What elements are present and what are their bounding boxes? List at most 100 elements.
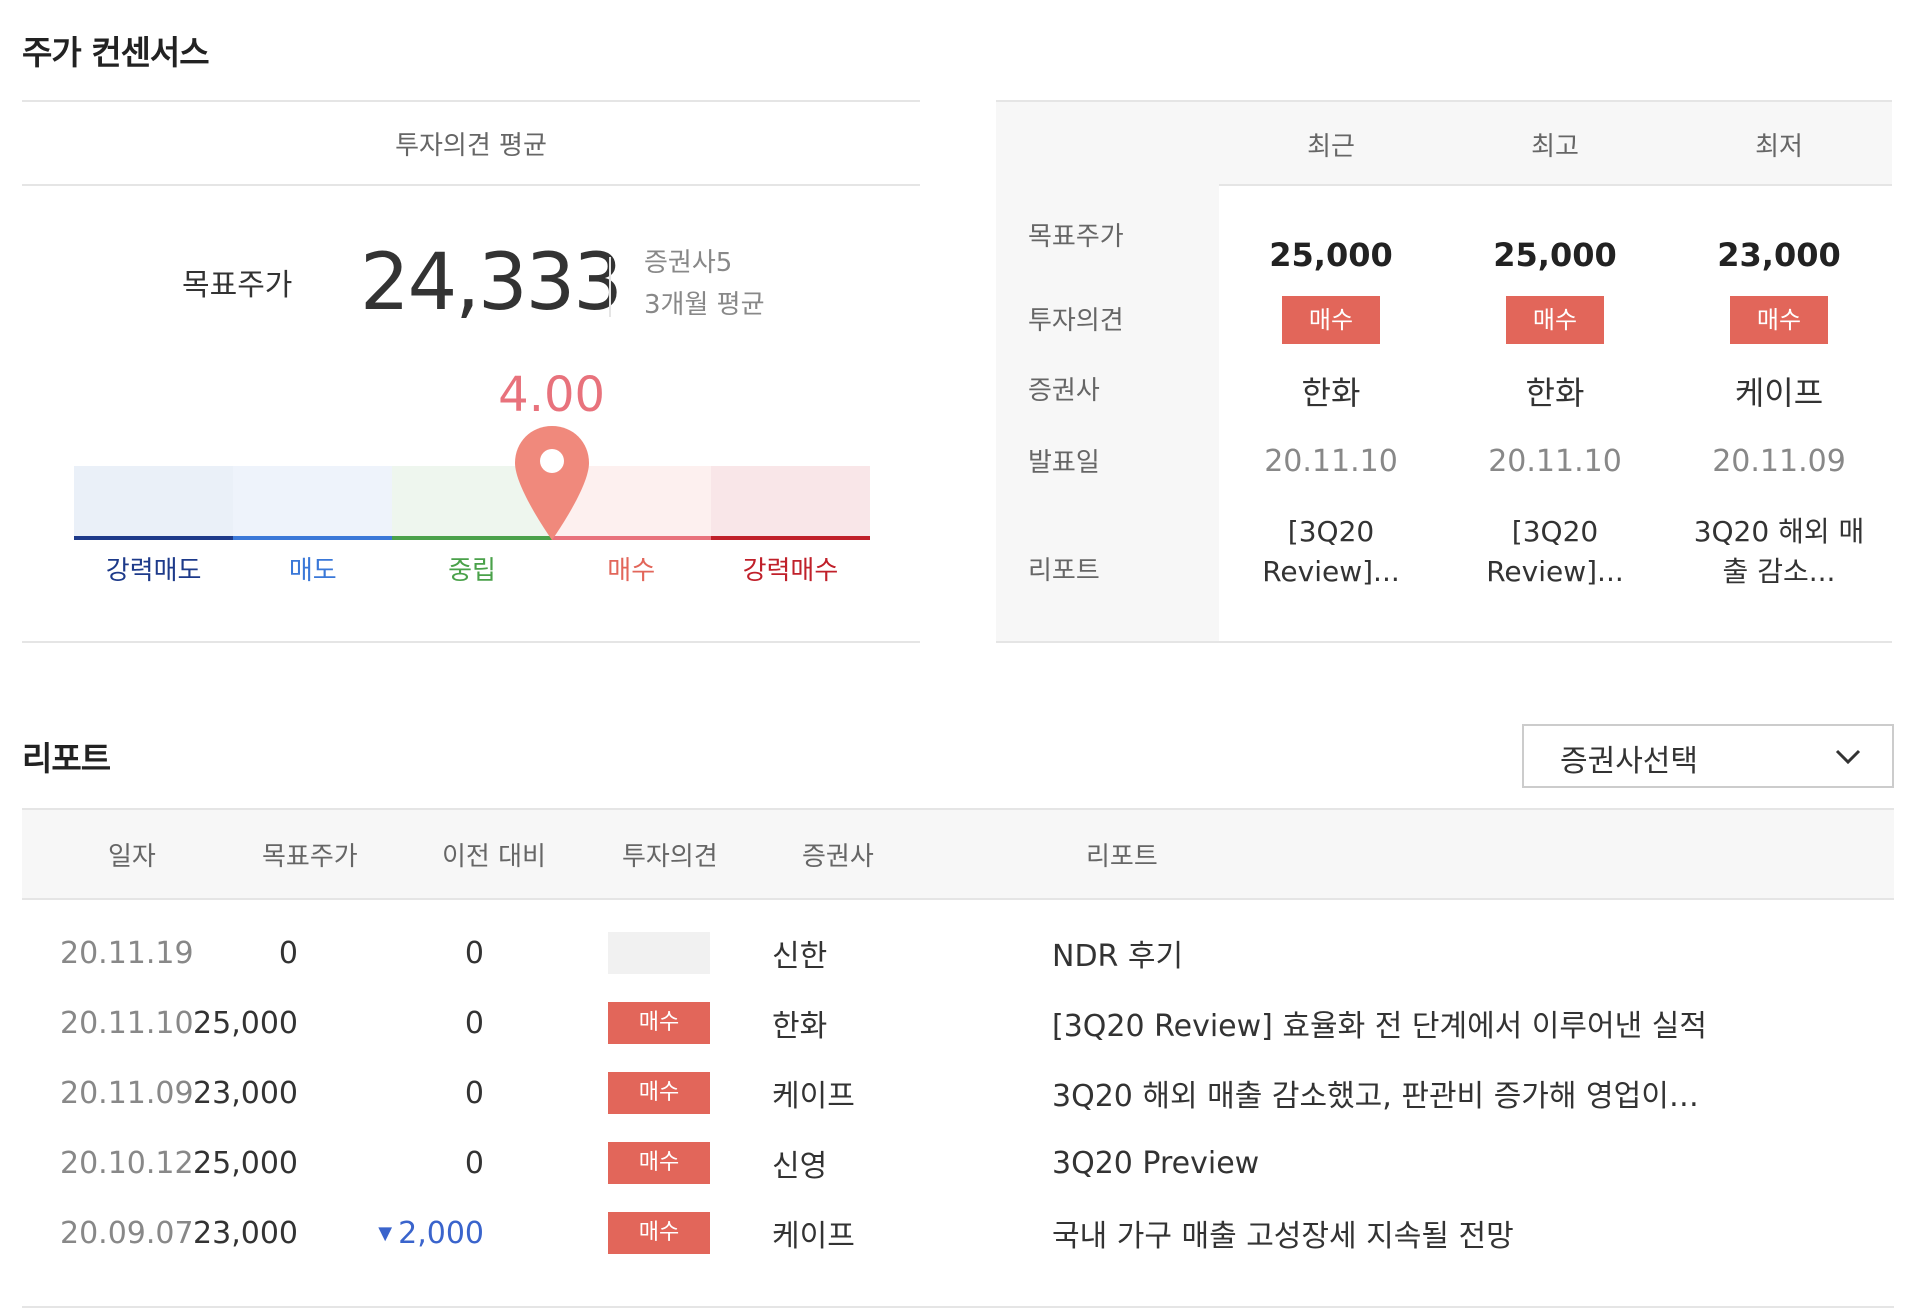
header-firm: 증권사 (802, 841, 874, 872)
summary-price: 23,000 (1717, 236, 1841, 274)
opinion-gauge (74, 466, 871, 540)
col-header-low: 최저 (1755, 131, 1803, 162)
row-diff: 0 (284, 1128, 484, 1198)
row-opinion: 매수 (608, 1128, 710, 1198)
row-date: 20.11.09 (60, 1075, 194, 1111)
firm-select-dropdown[interactable]: 증권사선택 (1522, 724, 1894, 788)
row-opinion: 매수 (608, 1198, 710, 1268)
summary-report-link[interactable]: 3Q20 해외 매 출 감소... (1667, 512, 1891, 592)
target-meta: 증권사5 3개월 평균 (644, 242, 765, 326)
row-date: 20.11.19 (60, 935, 194, 971)
gauge-labels: 강력매도 매도 중립 매수 강력매수 (74, 550, 870, 587)
table-row[interactable]: 20.11.19 0 0 신한 NDR 후기 (22, 918, 1894, 988)
row-firm: 신영 (772, 1149, 828, 1184)
opinion-badge: 매수 (608, 1072, 710, 1114)
row-diff-value: 0 (464, 1075, 484, 1111)
table-row[interactable]: 20.09.07 23,000 ▼ 2,000 매수 케이프 국내 가구 매출 고성장세 지… (22, 1198, 1894, 1268)
row-diff: 0 (284, 1058, 484, 1128)
report-line[interactable]: [3Q20 (1511, 515, 1599, 548)
summary-header-row: 최근 최고 최저 (1219, 102, 1892, 186)
col-header-recent: 최근 (1307, 131, 1355, 162)
summary-report-link[interactable]: [3Q20 Review]... (1219, 512, 1443, 592)
row-report-link[interactable]: [3Q20 Review] 효율화 전 단계에서 이루어낸 실적 (1052, 1009, 1707, 1044)
row-label-column (996, 102, 1219, 641)
table-row[interactable]: 20.11.09 23,000 0 매수 케이프 3Q20 해외 매출 감소했고, 판관비… (22, 1058, 1894, 1128)
target-price-value: 24,333 (360, 238, 623, 328)
table-row[interactable]: 20.11.10 25,000 0 매수 한화 [3Q20 Review] 효율화 전 단… (22, 988, 1894, 1058)
gauge-label: 매수 (607, 556, 656, 586)
gauge-segment (233, 466, 393, 540)
row-label-target-price: 목표주가 (1028, 222, 1124, 252)
summary-opinion: 매수 (1667, 296, 1891, 344)
consensus-summary-table: 최근 최고 최저 목표주가 투자의견 증권사 발표일 리포트 25,000 매수… (996, 100, 1892, 643)
chevron-down-icon[interactable] (1834, 746, 1862, 768)
report-line[interactable]: 출 감소... (1722, 555, 1836, 588)
summary-firm: 한화 (1301, 374, 1361, 412)
opinion-badge: 매수 (608, 1142, 710, 1184)
gauge-label: 강력매도 (105, 556, 202, 586)
summary-opinion: 매수 (1443, 296, 1667, 344)
summary-price: 25,000 (1269, 236, 1393, 274)
row-date: 20.11.10 (60, 1005, 194, 1041)
map-pin-icon (514, 426, 589, 540)
opinion-badge: 매수 (1282, 296, 1380, 344)
opinion-badge: 매수 (1730, 296, 1828, 344)
header-opinion: 투자의견 (622, 841, 718, 872)
header-target-price: 목표주가 (262, 841, 358, 872)
summary-report-link[interactable]: [3Q20 Review]... (1443, 512, 1667, 592)
row-label-report: 리포트 (1028, 556, 1100, 586)
row-target-price: 23,000 (193, 1075, 298, 1111)
row-label-date: 발표일 (1028, 448, 1100, 478)
row-target-price: 25,000 (193, 1145, 298, 1181)
row-firm: 신한 (772, 939, 828, 974)
report-table-body: 20.11.19 0 0 신한 NDR 후기 20.11.10 25,000 0 매수 한화 [3Q… (22, 900, 1894, 1308)
firms-count: 증권사5 (644, 248, 733, 278)
row-report-link[interactable]: 3Q20 Preview (1052, 1145, 1260, 1181)
row-firm: 케이프 (772, 1219, 855, 1254)
divider (609, 257, 611, 317)
row-report-link[interactable]: NDR 후기 (1052, 939, 1184, 974)
row-report-link[interactable]: 국내 가구 매출 고성장세 지속될 전망 (1052, 1219, 1514, 1254)
summary-price: 25,000 (1493, 236, 1617, 274)
avg-header: 투자의견 평균 (22, 102, 920, 186)
row-diff-value: 0 (464, 935, 484, 971)
report-line[interactable]: Review]... (1486, 555, 1624, 588)
gauge-label: 매도 (288, 556, 337, 586)
opinion-badge (608, 932, 710, 974)
row-date: 20.09.07 (60, 1215, 194, 1251)
report-table-header: 일자 목표주가 이전 대비 투자의견 증권사 리포트 (22, 808, 1894, 900)
summary-date: 20.11.10 (1488, 444, 1622, 479)
col-header-high: 최고 (1531, 131, 1579, 162)
gauge-label: 중립 (448, 556, 496, 586)
gauge-segment (74, 466, 234, 540)
report-line[interactable]: 3Q20 해외 매 (1693, 515, 1865, 548)
row-label-firm: 증권사 (1028, 376, 1100, 406)
row-diff-value: 2,000 (398, 1215, 484, 1251)
average-period: 3개월 평균 (644, 290, 765, 320)
row-report-link[interactable]: 3Q20 해외 매출 감소했고, 판관비 증가해 영업이… (1052, 1079, 1699, 1114)
row-date: 20.10.12 (60, 1145, 194, 1181)
opinion-badge: 매수 (608, 1002, 710, 1044)
summary-date: 20.11.10 (1264, 444, 1398, 479)
row-opinion (608, 918, 710, 988)
row-diff: ▼ 2,000 (284, 1198, 484, 1268)
row-label-opinion: 투자의견 (1028, 306, 1124, 336)
header-diff: 이전 대비 (442, 841, 546, 872)
table-row[interactable]: 20.10.12 25,000 0 매수 신영 3Q20 Preview (22, 1128, 1894, 1198)
row-firm: 한화 (772, 1009, 828, 1044)
row-diff: 0 (284, 918, 484, 988)
row-diff-value: 0 (464, 1005, 484, 1041)
summary-date: 20.11.09 (1712, 444, 1846, 479)
report-line[interactable]: [3Q20 (1287, 515, 1375, 548)
consensus-title: 주가 컨센서스 (22, 33, 210, 72)
firm-select-label[interactable]: 증권사선택 (1560, 744, 1698, 779)
consensus-average-panel: 투자의견 평균 목표주가 24,333 증권사5 3개월 평균 4.00 강력매… (22, 100, 920, 643)
summary-firm: 한화 (1525, 374, 1585, 412)
header-date: 일자 (108, 841, 156, 872)
header-report: 리포트 (1086, 841, 1158, 872)
report-line[interactable]: Review]... (1262, 555, 1400, 588)
row-diff-value: 0 (464, 1145, 484, 1181)
opinion-badge: 매수 (608, 1212, 710, 1254)
row-target-price: 25,000 (193, 1005, 298, 1041)
summary-firm: 케이프 (1734, 374, 1824, 412)
